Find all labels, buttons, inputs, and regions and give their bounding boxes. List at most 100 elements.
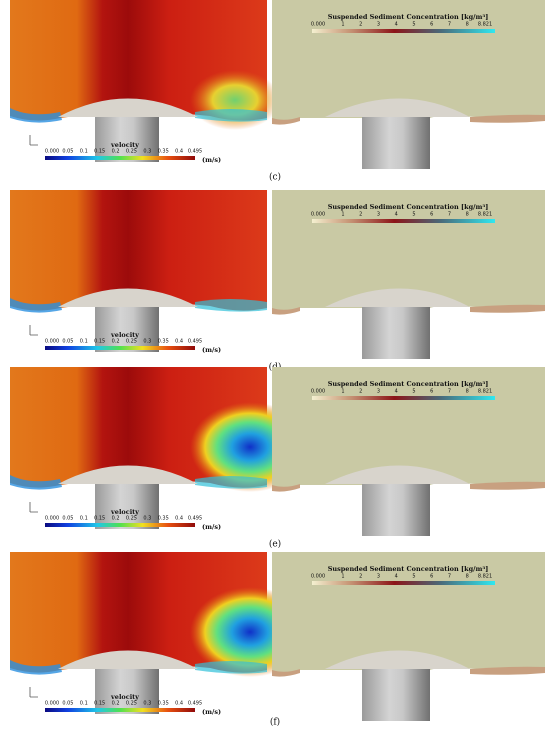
colorbar-unit: (m/s) <box>202 346 221 354</box>
colorbar-tick: 0.4 <box>175 701 183 707</box>
colorbar-tick: 0.25 <box>126 701 137 707</box>
velocity-field <box>10 190 267 311</box>
colorbar-tick: 8.821 <box>478 22 492 28</box>
pier <box>95 484 159 529</box>
pier <box>362 669 430 721</box>
colorbar-tick: 0.15 <box>94 701 105 707</box>
colorbar-tick: 7 <box>448 574 451 580</box>
wall-fringe <box>195 476 267 489</box>
colorbar-tick: 0.000 <box>45 149 59 155</box>
colorbar-tick: 6 <box>430 212 433 218</box>
colorbar <box>312 581 495 585</box>
colorbar-tick: 8.821 <box>478 574 492 580</box>
colorbar-title: velocity <box>110 331 139 339</box>
colorbar-tick: 3 <box>377 212 380 218</box>
colorbar-tick: 0.000 <box>311 574 325 580</box>
colorbar-tick: 0.35 <box>158 516 169 522</box>
pier <box>362 117 430 169</box>
colorbar-tick: 0.4 <box>175 339 183 345</box>
wall-fringe <box>195 299 267 312</box>
colorbar-tick: 8.821 <box>478 389 492 395</box>
colorbar-tick: 8 <box>466 389 469 395</box>
colorbar-tick: 4 <box>395 212 398 218</box>
pier <box>362 484 430 536</box>
pier-cap <box>58 288 198 307</box>
colorbar-tick: 0.1 <box>80 149 88 155</box>
colorbar-title: Suspended Sediment Concentration [kg/m³] <box>328 13 489 21</box>
bed-fringe <box>272 484 300 492</box>
wall-fringe <box>195 109 267 122</box>
colorbar <box>45 156 195 160</box>
wall-fringe <box>195 661 267 674</box>
colorbar-tick: 0.000 <box>311 389 325 395</box>
colorbar-tick: 3 <box>377 389 380 395</box>
colorbar-tick: 7 <box>448 22 451 28</box>
pier-cap <box>58 465 198 484</box>
bed-fringe <box>272 669 300 677</box>
pier-cap <box>58 650 198 669</box>
wall-fringe <box>10 660 62 675</box>
colorbar-tick: 5 <box>412 574 415 580</box>
colorbar-tick: 0.4 <box>175 516 183 522</box>
colorbar-tick: 0.05 <box>62 149 73 155</box>
pier-cap <box>325 98 470 117</box>
colorbar-title: Suspended Sediment Concentration [kg/m³] <box>328 203 489 211</box>
colorbar-tick: 2 <box>359 212 362 218</box>
colorbar-tick: 0.3 <box>143 701 151 707</box>
colorbar-tick: 7 <box>448 389 451 395</box>
pier-cap <box>325 465 470 484</box>
pier-cap <box>58 98 198 117</box>
pier-cap <box>325 650 470 669</box>
colorbar-unit: (m/s) <box>202 523 221 531</box>
bed-fringe <box>470 304 545 313</box>
colorbar-tick: 0.1 <box>80 516 88 522</box>
colorbar-tick: 0.495 <box>188 339 202 345</box>
colorbar <box>312 29 495 33</box>
colorbar-tick: 0.35 <box>158 149 169 155</box>
colorbar-tick: 2 <box>359 389 362 395</box>
bed-fringe <box>470 666 545 675</box>
colorbar-tick: 0.3 <box>143 149 151 155</box>
bed-fringe <box>272 307 300 315</box>
colorbar-title: velocity <box>110 141 139 149</box>
pier <box>95 307 159 352</box>
wall-fringe <box>10 298 62 313</box>
colorbar-tick: 8.821 <box>478 212 492 218</box>
colorbar <box>312 219 495 223</box>
colorbar-tick: 0.000 <box>311 212 325 218</box>
colorbar-tick: 0.000 <box>45 339 59 345</box>
colorbar-title: velocity <box>110 508 139 516</box>
colorbar-tick: 0.05 <box>62 339 73 345</box>
colorbar-tick: 0.05 <box>62 516 73 522</box>
axes-triad <box>29 325 38 336</box>
colorbar-tick: 0.495 <box>188 701 202 707</box>
colorbar-unit: (m/s) <box>202 156 221 164</box>
colorbar-tick: 0.1 <box>80 701 88 707</box>
colorbar-tick: 0.3 <box>143 339 151 345</box>
pier <box>95 669 159 714</box>
colorbar-tick: 2 <box>359 22 362 28</box>
colorbar <box>45 523 195 527</box>
colorbar-title: Suspended Sediment Concentration [kg/m³] <box>328 565 489 573</box>
colorbar-tick: 8 <box>466 574 469 580</box>
colorbar-tick: 6 <box>430 389 433 395</box>
colorbar-tick: 4 <box>395 574 398 580</box>
axes-triad <box>29 135 38 146</box>
panel-label: (f) <box>270 717 280 728</box>
pier <box>95 117 159 162</box>
colorbar-tick: 1 <box>341 574 344 580</box>
colorbar-tick: 0.15 <box>94 149 105 155</box>
colorbar <box>45 708 195 712</box>
axes-triad <box>29 502 38 513</box>
colorbar-tick: 1 <box>341 22 344 28</box>
colorbar-tick: 0.000 <box>45 701 59 707</box>
panel-label: (e) <box>269 539 281 550</box>
colorbar-tick: 0.4 <box>175 149 183 155</box>
colorbar-tick: 0.2 <box>112 149 120 155</box>
colorbar-tick: 0.2 <box>112 516 120 522</box>
colorbar-tick: 5 <box>412 212 415 218</box>
